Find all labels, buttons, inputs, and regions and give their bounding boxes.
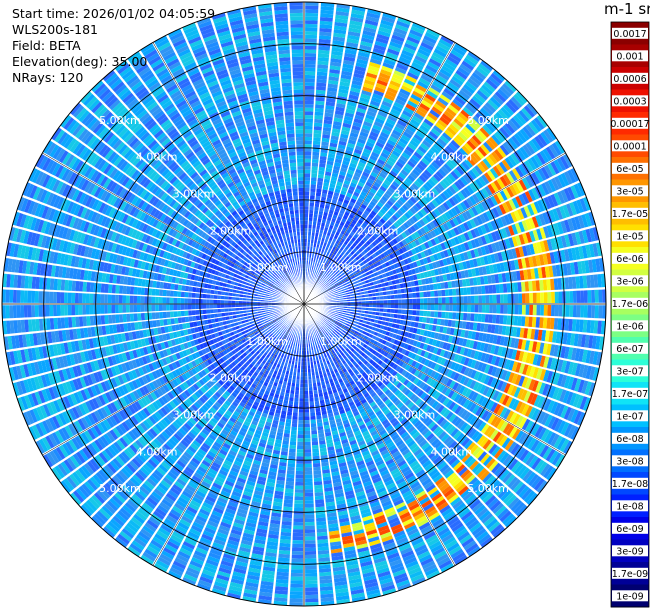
colorbar-tick-label: 6e-07 bbox=[616, 344, 643, 355]
colorbar-tick-label: 6e-05 bbox=[616, 164, 643, 175]
colorbar-tick-label: 0.0003 bbox=[613, 96, 646, 107]
colorbar-tick-label: 1.7e-08 bbox=[612, 479, 648, 490]
range-label: 4.00km bbox=[136, 445, 178, 458]
colorbar-tick-label: 6e-06 bbox=[616, 254, 643, 265]
range-label: 2.00km bbox=[357, 372, 399, 385]
range-label: 5.00km bbox=[99, 114, 141, 127]
colorbar-tick-label: 0.0006 bbox=[613, 74, 646, 85]
colorbar-tick-label: 1.7e-06 bbox=[612, 299, 648, 310]
range-label: 4.00km bbox=[136, 151, 178, 164]
colorbar-tick-label: 1e-08 bbox=[616, 501, 643, 512]
elevation-label: Elevation(deg): 35.00 bbox=[12, 54, 148, 69]
colorbar-tick-label: 0.001 bbox=[616, 51, 643, 62]
range-label: 1.00km bbox=[246, 335, 288, 348]
colorbar-tick-label: 1e-05 bbox=[616, 231, 643, 242]
range-label: 1.00km bbox=[246, 261, 288, 274]
colorbar-tick-label: 0.00017 bbox=[610, 119, 649, 130]
range-label: 2.00km bbox=[210, 372, 252, 385]
colorbar-title: m-1 sr-1 bbox=[604, 0, 650, 18]
range-label: 2.00km bbox=[210, 224, 252, 237]
colorbar-tick-label: 3e-09 bbox=[616, 546, 643, 557]
colorbar-tick-label: 3e-07 bbox=[616, 366, 643, 377]
field-label: Field: BETA bbox=[12, 38, 81, 53]
range-label: 4.00km bbox=[431, 151, 473, 164]
colorbar-tick-label: 1.7e-05 bbox=[612, 209, 648, 220]
colorbar-tick-label: 0.0017 bbox=[613, 29, 646, 40]
colorbar-tick-label: 1.7e-07 bbox=[612, 389, 648, 400]
range-label: 3.00km bbox=[173, 408, 215, 421]
range-label: 5.00km bbox=[467, 114, 509, 127]
range-label: 3.00km bbox=[173, 188, 215, 201]
colorbar-tick-label: 1e-07 bbox=[616, 411, 643, 422]
ray-cells bbox=[2, 2, 606, 606]
colorbar-tick-label: 6e-09 bbox=[616, 524, 643, 535]
colorbar: 0.0017 0.001 0.0006 0.0003 0.00017 0.0001 6e-0… bbox=[610, 21, 650, 608]
nrays-label: NRays: 120 bbox=[12, 70, 84, 85]
range-label: 5.00km bbox=[467, 482, 509, 495]
range-label: 4.00km bbox=[431, 445, 473, 458]
colorbar-tick-label: 1.7e-09 bbox=[612, 569, 648, 580]
range-label: 5.00km bbox=[99, 482, 141, 495]
range-label: 1.00km bbox=[320, 335, 362, 348]
start-time-label: Start time: 2026/01/02 04:05:59 bbox=[12, 6, 216, 21]
range-labels: 1.00km 1.00km 1.00km 1.00km 2.00km 2.00km 2.00… bbox=[99, 114, 509, 495]
colorbar-tick-label: 1e-09 bbox=[616, 591, 643, 602]
instrument-label: WLS200s-181 bbox=[12, 22, 98, 37]
colorbar-tick-label: 3e-05 bbox=[616, 186, 643, 197]
colorbar-tick-label: 0.0001 bbox=[613, 141, 646, 152]
colorbar-tick-label: 6e-08 bbox=[616, 434, 643, 445]
range-rings bbox=[1, 1, 607, 607]
colorbar-tick-label: 3e-06 bbox=[616, 276, 643, 287]
range-label: 3.00km bbox=[394, 188, 436, 201]
range-label: 3.00km bbox=[394, 408, 436, 421]
range-label: 1.00km bbox=[320, 261, 362, 274]
colorbar-tick-label: 1e-06 bbox=[616, 321, 643, 332]
range-label: 2.00km bbox=[357, 224, 399, 237]
colorbar-tick-label: 3e-08 bbox=[616, 456, 643, 467]
